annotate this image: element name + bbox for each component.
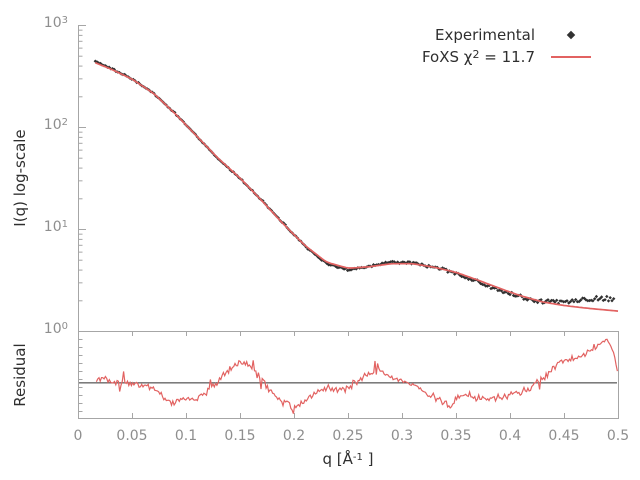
y-tick-label: 103 (43, 15, 68, 31)
legend-label-experimental: Experimental (434, 26, 535, 44)
legend-marker-cell (535, 56, 607, 58)
tick-marks (78, 25, 619, 418)
x-axis-label-exponent: -1 (352, 452, 363, 463)
line-sample-icon (551, 56, 591, 58)
axes (78, 25, 619, 419)
legend-marker-cell (535, 30, 607, 40)
x-tick-label: 0.45 (548, 428, 580, 444)
legend-entry-fit: FoXS χ2 = 11.7 (357, 46, 607, 68)
legend-fit-chi-exponent: 2 (472, 48, 480, 61)
x-tick-label: 0 (73, 428, 83, 444)
residual-trace (95, 338, 618, 414)
legend-fit-suffix: = 11.7 (479, 48, 535, 66)
x-tick-label: 0.05 (116, 428, 148, 444)
diamond-marker-icon (566, 30, 576, 40)
y-tick-label: 102 (43, 117, 68, 133)
legend-fit-prefix: FoXS χ (421, 48, 473, 66)
y-tick-label: 100 (43, 321, 68, 337)
legend: Experimental FoXS χ2 = 11.7 (357, 24, 607, 68)
x-tick-label: 0.3 (390, 428, 414, 444)
x-tick-label: 0.25 (332, 428, 364, 444)
x-axis-label: q [Å-1 ] (248, 450, 448, 468)
y-tick-label: 101 (43, 219, 68, 235)
x-tick-label: 0.15 (224, 428, 256, 444)
fit-line (94, 61, 619, 312)
residual-panel-border (78, 331, 619, 419)
x-axis-label-prefix: q [Å (322, 450, 353, 468)
x-tick-label: 0.1 (174, 428, 198, 444)
legend-label-fit: FoXS χ2 = 11.7 (357, 48, 535, 66)
x-tick-label: 0.5 (606, 428, 630, 444)
legend-entry-experimental: Experimental (357, 24, 607, 46)
x-tick-label: 0.35 (440, 428, 472, 444)
x-axis-label-suffix: ] (362, 450, 374, 468)
x-tick-label: 0.4 (498, 428, 522, 444)
x-tick-label: 0.2 (282, 428, 306, 444)
